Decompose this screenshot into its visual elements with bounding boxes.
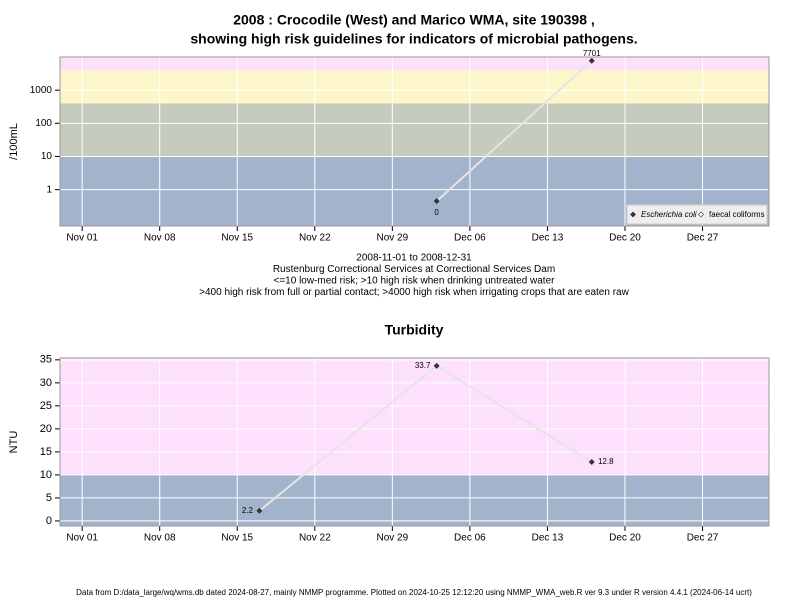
x-tick-label: Dec 27 [687,233,719,244]
legend-marker [698,211,704,218]
data-label: 0 [434,208,439,217]
y-tick-label: 100 [35,118,52,129]
y-tick-label: 10 [40,469,52,481]
x-tick-label: Dec 27 [687,533,719,544]
plot-frame [59,56,770,227]
x-tick-label: Nov 22 [299,533,331,544]
caption: <=10 low-med risk; >10 high risk when dr… [274,276,556,287]
caption: 2008-11-01 to 2008-12-31 [356,253,472,264]
chart-title: 2008 : Crocodile (West) and Marico WMA, … [233,12,595,28]
data-point [588,57,595,64]
y-tick-label: 5 [46,492,52,504]
data-point [433,362,440,369]
data-point [588,459,595,466]
x-tick-label: Dec 06 [454,533,486,544]
footer: Data from D:/data_large/wq/wms.db dated … [76,588,752,597]
plot-frame [59,357,770,527]
x-tick-label: Nov 22 [299,233,331,244]
x-tick-label: Dec 13 [532,533,564,544]
y-tick-label: 25 [40,400,52,412]
legend-label: Escherichia coli [641,210,697,219]
y-tick-label: 35 [40,354,52,366]
y-tick-label: 1000 [30,85,53,96]
y-tick-label: 30 [40,377,52,389]
x-tick-label: Nov 15 [221,533,253,544]
data-point [433,198,440,205]
data-label: 12.8 [598,457,614,466]
caption: >400 high risk from full or partial cont… [199,287,629,298]
x-tick-label: Nov 01 [66,233,98,244]
x-tick-label: Nov 15 [221,233,253,244]
data-label: 7701 [583,49,601,58]
y-axis-label: NTU [8,431,20,454]
x-tick-label: Dec 20 [609,533,641,544]
band [60,474,769,526]
y-tick-label: 15 [40,446,52,458]
band [60,57,769,71]
x-tick-label: Dec 20 [609,233,641,244]
band [60,358,769,475]
x-tick-label: Nov 08 [144,233,176,244]
x-tick-label: Nov 29 [377,233,409,244]
band [60,103,769,157]
series-line [435,60,593,202]
band [60,70,769,104]
legend-marker [630,211,636,218]
x-tick-label: Nov 01 [66,533,98,544]
legend-box [626,204,768,225]
legend-label: faecal coliforms [709,210,765,219]
chart-title: Turbidity [385,322,444,338]
chart-subtitle: showing high risk guidelines for indicat… [190,31,637,47]
y-axis-label: /100mL [8,123,20,160]
x-tick-label: Nov 29 [377,533,409,544]
x-tick-label: Dec 06 [454,233,486,244]
y-tick-label: 10 [41,151,53,162]
data-label: 2.2 [242,506,254,515]
x-tick-label: Nov 08 [144,533,176,544]
caption: Rustenburg Correctional Services at Corr… [273,264,555,275]
data-point [256,507,263,514]
x-tick-label: Dec 13 [532,233,564,244]
y-tick-label: 0 [46,515,52,527]
y-tick-label: 1 [46,184,52,195]
y-tick-label: 20 [40,423,52,435]
data-label: 33.7 [415,361,431,370]
